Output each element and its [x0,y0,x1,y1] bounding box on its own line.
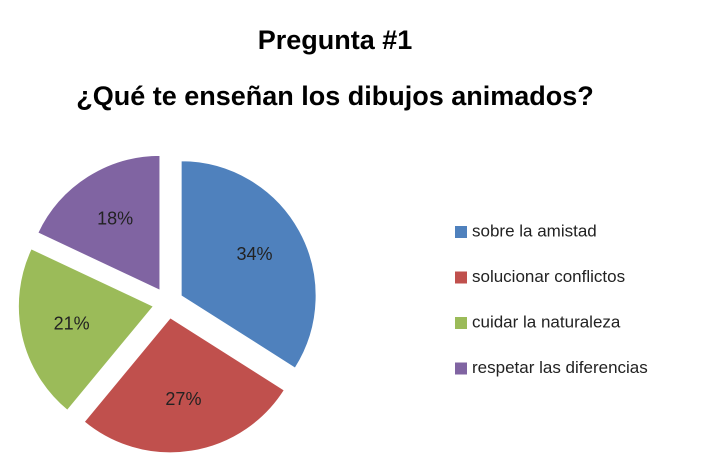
legend-swatch [455,317,467,329]
legend-swatch [455,271,467,284]
data-label: 34% [236,244,272,264]
data-label: 18% [97,208,133,228]
chart-title: Pregunta #1 [258,25,413,55]
data-label: 27% [165,389,201,409]
pie-slice [17,248,155,411]
legend-swatch [455,226,467,238]
legend-label: solucionar conflictos [472,267,625,286]
legend-label: respetar las diferencias [472,358,648,377]
legend-swatch [455,362,467,375]
pie-slice [180,160,317,369]
pie-slice [37,154,161,292]
pie-slice [83,317,286,454]
legend-label: sobre la amistad [472,221,597,240]
legend-label: cuidar la naturaleza [472,312,621,331]
chart-subtitle: ¿Qué te enseñan los dibujos animados? [76,81,594,111]
data-label: 21% [54,313,90,333]
